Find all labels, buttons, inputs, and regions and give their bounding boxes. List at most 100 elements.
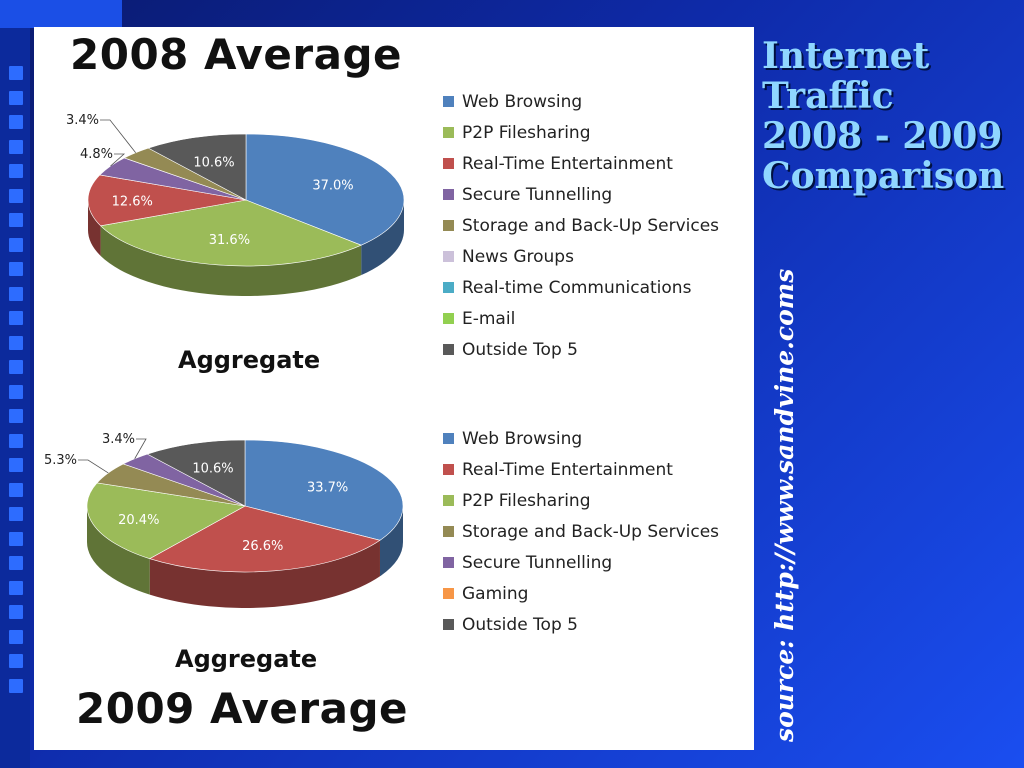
- decorative-square: [9, 360, 23, 374]
- legend-label: Real-Time Entertainment: [462, 153, 673, 174]
- legend-label: Secure Tunnelling: [462, 552, 613, 573]
- legend-item: P2P Filesharing: [443, 485, 719, 516]
- decorative-square: [9, 679, 23, 693]
- legend-label: E-mail: [462, 308, 516, 329]
- decorative-square: [9, 91, 23, 105]
- legend-item: Real-Time Entertainment: [443, 148, 719, 179]
- legend-item: Storage and Back-Up Services: [443, 210, 719, 241]
- legend-swatch: [443, 526, 454, 537]
- pie-slice-label: 3.4%: [102, 432, 135, 447]
- legend-item: Web Browsing: [443, 86, 719, 117]
- slide-title-line: 2008 - 2009: [762, 115, 1003, 157]
- decorative-square: [9, 605, 23, 619]
- pie-slice: [146, 439, 246, 507]
- legend-item: E-mail: [443, 303, 719, 334]
- pie-slice: [147, 133, 247, 201]
- pie-slice-label: 5.3%: [44, 453, 77, 468]
- legend-swatch: [443, 189, 454, 200]
- pie-leader-line: [134, 438, 147, 459]
- legend-item: P2P Filesharing: [443, 117, 719, 148]
- decorative-square: [9, 483, 23, 497]
- decorative-square: [9, 287, 23, 301]
- pie-slice: [99, 199, 362, 267]
- legend-label: Web Browsing: [462, 428, 583, 449]
- legend-label: News Groups: [462, 246, 574, 267]
- legend-swatch: [443, 220, 454, 231]
- decorative-square: [9, 213, 23, 227]
- pie-leader-line: [100, 119, 137, 153]
- pie-slice-label: 33.7%: [307, 481, 348, 496]
- legend-label: Gaming: [462, 583, 529, 604]
- decorative-square: [9, 262, 23, 276]
- legend-item: Secure Tunnelling: [443, 179, 719, 210]
- legend-label: Storage and Back-Up Services: [462, 521, 720, 542]
- slide-title-line: Traffic: [762, 75, 894, 117]
- chart-2009-title: 2009 Average: [76, 684, 408, 733]
- pie-slice-side: [149, 540, 380, 608]
- legend-item: Secure Tunnelling: [443, 547, 719, 578]
- legend-label: Web Browsing: [462, 91, 583, 112]
- pie-chart-2008: 37.0% 31.6% 12.6% 4.8% 3.4% 10.6%: [66, 113, 405, 296]
- pie-slice-label: 10.6%: [193, 155, 234, 170]
- source-citation: source: http://www.sandvine.coms: [770, 268, 799, 742]
- legend-swatch: [443, 251, 454, 262]
- decorative-square: [9, 630, 23, 644]
- pie-slice-label: 4.8%: [80, 147, 113, 162]
- legend-item: News Groups: [443, 241, 719, 272]
- pie-leader-line: [78, 459, 109, 474]
- chart-2009-subtitle: Aggregate: [175, 645, 318, 673]
- pie-slice-side: [379, 506, 403, 577]
- legend-swatch: [443, 464, 454, 475]
- legend-swatch: [443, 313, 454, 324]
- legend-item: Real-time Communications: [443, 272, 719, 303]
- decorative-square: [9, 507, 23, 521]
- decorative-square: [9, 581, 23, 595]
- legend-item: Real-Time Entertainment: [443, 454, 719, 485]
- legend-item: Outside Top 5: [443, 334, 719, 365]
- pie-slice-label: 20.4%: [118, 513, 159, 528]
- legend-swatch: [443, 557, 454, 568]
- legend-item: Gaming: [443, 578, 719, 609]
- decorative-square: [9, 311, 23, 325]
- pie-slice-label: 37.0%: [312, 178, 353, 193]
- legend-item: Storage and Back-Up Services: [443, 516, 719, 547]
- slide-title-line: Comparison: [762, 155, 1005, 197]
- legend-label: P2P Filesharing: [462, 122, 591, 143]
- decorative-square: [9, 189, 23, 203]
- legend-swatch: [443, 282, 454, 293]
- legend-2008: Web Browsing P2P Filesharing Real-Time Ent…: [443, 86, 719, 365]
- legend-swatch: [443, 127, 454, 138]
- legend-item: Web Browsing: [443, 423, 719, 454]
- decorative-square: [9, 115, 23, 129]
- pie-slice-label: 3.4%: [66, 113, 99, 128]
- decorative-square-strip: [0, 0, 30, 768]
- pie-slice-side: [87, 506, 150, 595]
- decorative-square: [9, 409, 23, 423]
- pie-slice: [245, 133, 405, 246]
- legend-label: Real-time Communications: [462, 277, 692, 298]
- legend-label: Outside Top 5: [462, 339, 578, 360]
- legend-swatch: [443, 344, 454, 355]
- decorative-square: [9, 434, 23, 448]
- legend-swatch: [443, 588, 454, 599]
- top-accent-bar: [0, 0, 122, 28]
- chart-2008-subtitle: Aggregate: [178, 346, 321, 374]
- pie-slice: [87, 174, 247, 227]
- pie-slice-label: 12.6%: [112, 194, 153, 209]
- legend-2009: Web Browsing Real-Time Entertainment P2P F…: [443, 423, 719, 640]
- pie-slice: [244, 439, 404, 541]
- decorative-square: [9, 140, 23, 154]
- legend-label: Outside Top 5: [462, 614, 578, 635]
- pie-slice-side: [88, 200, 101, 256]
- legend-label: Storage and Back-Up Services: [462, 215, 720, 236]
- pie-slice-label: 31.6%: [209, 233, 250, 248]
- decorative-square: [9, 556, 23, 570]
- legend-swatch: [443, 158, 454, 169]
- decorative-square: [9, 336, 23, 350]
- legend-label: Secure Tunnelling: [462, 184, 613, 205]
- decorative-square: [9, 458, 23, 472]
- decorative-square: [9, 66, 23, 80]
- pie-leader-line: [110, 153, 126, 167]
- legend-swatch: [443, 495, 454, 506]
- pie-slice-label: 10.6%: [192, 461, 233, 476]
